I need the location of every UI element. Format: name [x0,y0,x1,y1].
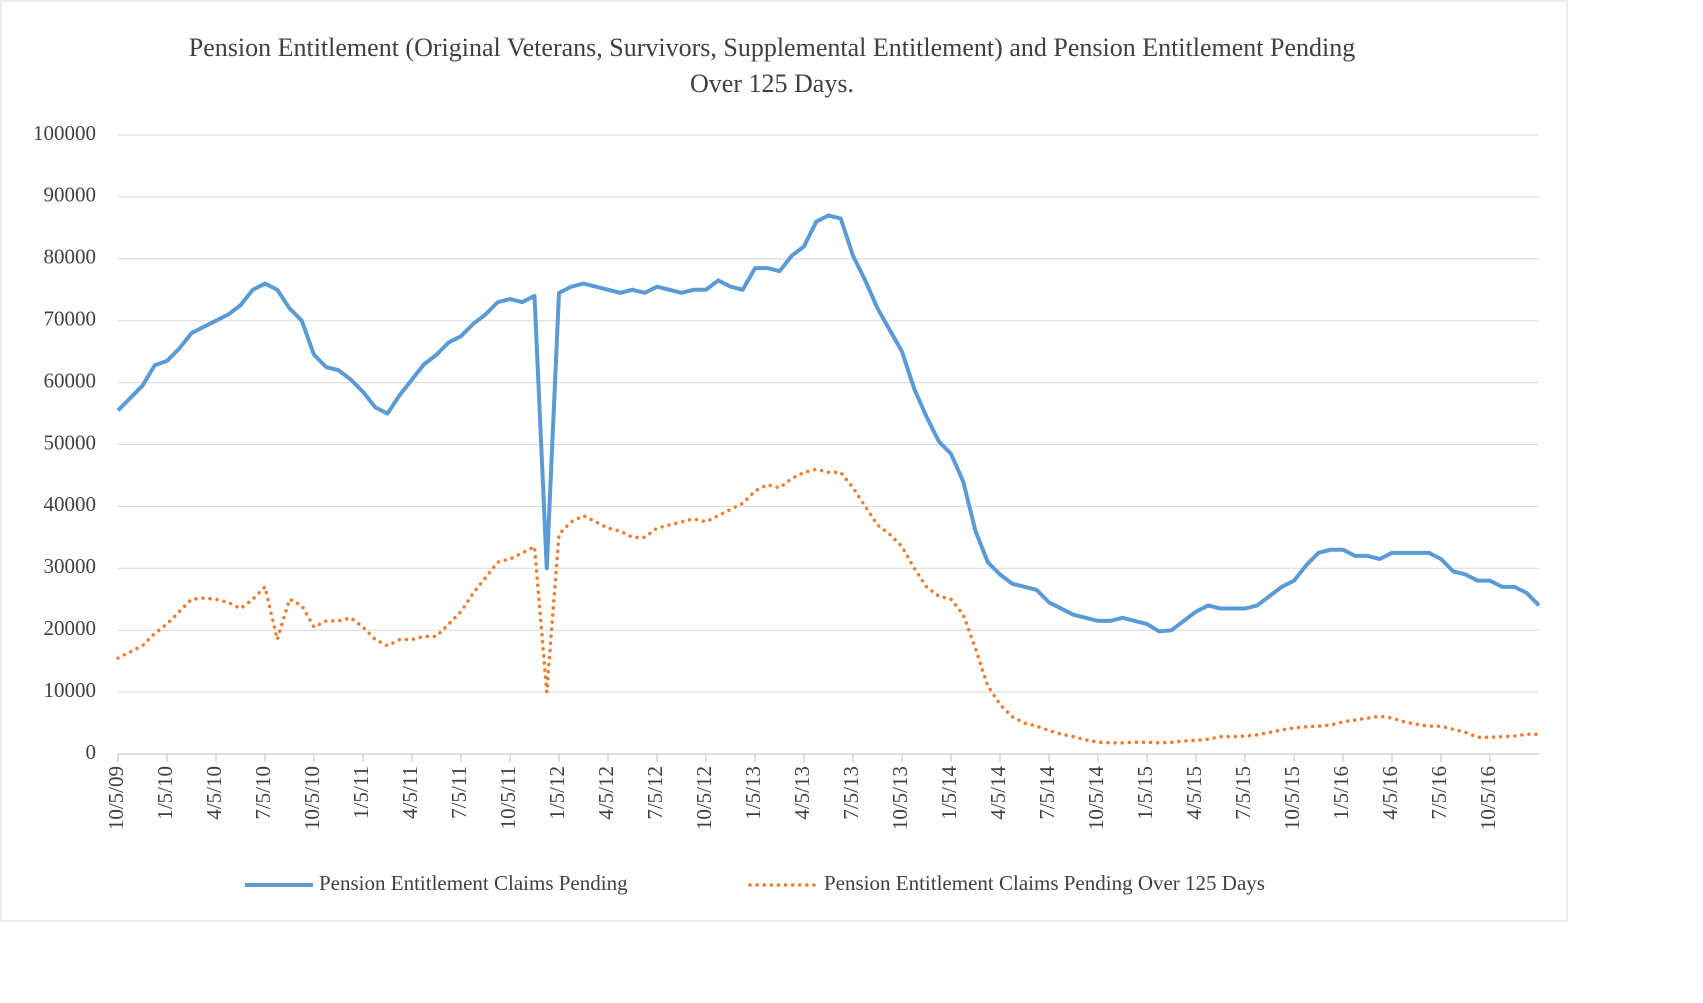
y-tick-label: 100000 [33,121,96,145]
y-tick-label: 80000 [44,245,97,269]
x-tick-label: 10/5/13 [888,766,912,830]
x-tick-label: 10/5/15 [1280,766,1304,830]
x-tick-label: 4/5/15 [1182,766,1206,820]
y-tick-label: 30000 [44,554,97,578]
x-tick-label: 4/5/13 [790,766,814,820]
x-tick-label: 4/5/12 [594,766,618,820]
x-tick-label: 10/5/09 [104,766,128,830]
x-tick-label: 10/5/16 [1476,766,1500,830]
x-tick-label: 7/5/12 [643,766,667,820]
x-tick-label: 7/5/11 [447,766,471,819]
y-tick-label: 50000 [44,430,97,454]
chart-border [0,0,1568,922]
x-tick-label: 1/5/16 [1329,766,1353,820]
y-tick-label: 40000 [44,492,97,516]
x-tick-label: 7/5/15 [1231,766,1255,820]
x-tick-label: 10/5/10 [300,766,324,830]
legend-label: Pension Entitlement Claims Pending Over … [824,871,1265,895]
x-tick-label: 7/5/10 [251,766,275,820]
x-tick-label: 7/5/13 [839,766,863,820]
x-tick-label: 1/5/10 [153,766,177,820]
x-tick-label: 10/5/11 [496,766,520,829]
x-tick-label: 1/5/12 [545,766,569,820]
y-tick-label: 0 [86,740,97,764]
x-tick-label: 4/5/16 [1378,766,1402,820]
x-tick-label: 7/5/14 [1035,766,1059,820]
series-line [116,213,1541,634]
x-tick-label: 4/5/14 [986,766,1010,820]
y-tick-label: 20000 [44,616,97,640]
series-line [116,467,1541,745]
x-tick-label: 10/5/12 [692,766,716,830]
x-tick-label: 1/5/14 [937,766,961,820]
x-tick-label: 1/5/15 [1133,766,1157,820]
legend-label: Pension Entitlement Claims Pending [319,871,628,895]
y-tick-label: 60000 [44,368,97,392]
x-tick-label: 7/5/16 [1427,766,1451,820]
y-tick-label: 90000 [44,183,97,207]
y-tick-label: 70000 [44,307,97,331]
x-tick-label: 1/5/13 [741,766,765,820]
y-tick-label: 10000 [44,678,97,702]
x-tick-label: 4/5/11 [398,766,422,819]
x-tick-label: 1/5/11 [349,766,373,819]
chart-title: Pension Entitlement (Original Veterans, … [188,33,1356,98]
x-tick-label: 10/5/14 [1084,766,1108,831]
x-tick-label: 4/5/10 [202,766,226,820]
